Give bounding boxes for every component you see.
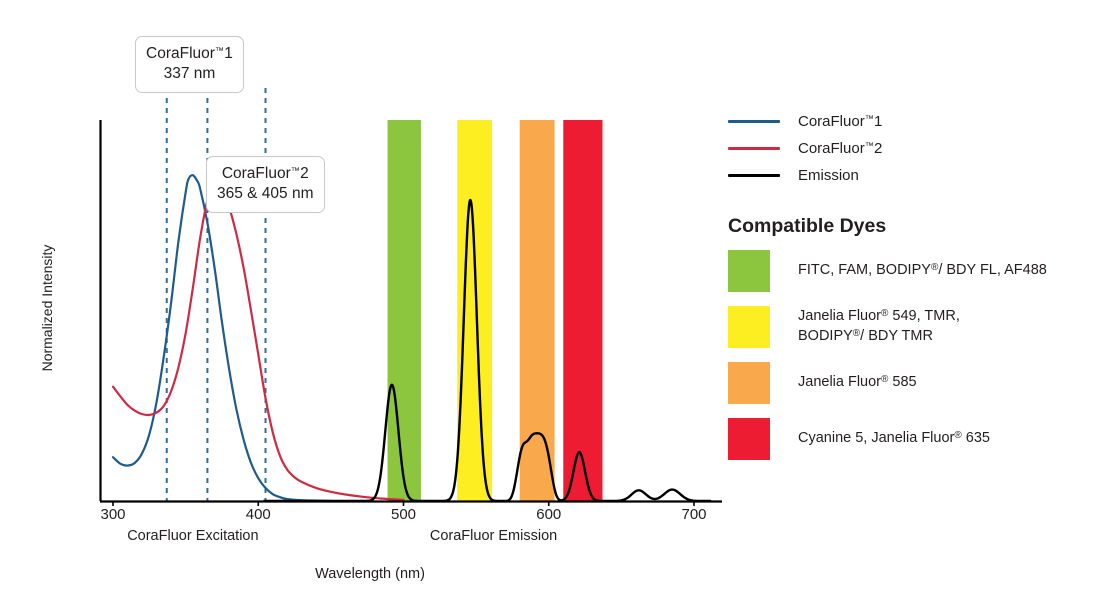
dye-label: Cyanine 5, Janelia Fluor® 635 xyxy=(798,429,990,449)
callout-cf1-number: 1 xyxy=(224,45,233,62)
dye-label-line1: Janelia Fluor® 585 xyxy=(798,374,917,391)
x-tick-label-700: 700 xyxy=(681,506,707,523)
x-tick-label-400: 400 xyxy=(245,506,271,523)
plot-svg xyxy=(99,88,722,506)
dye-row: Janelia Fluor® 585 xyxy=(728,358,1100,408)
dye-label: Janelia Fluor® 549, TMR, BODIPY®/ BDY TMR xyxy=(798,307,960,347)
trademark-icon: ™ xyxy=(864,113,874,124)
callout-cf2-number: 2 xyxy=(300,165,309,182)
legend-series-number: 1 xyxy=(874,113,883,130)
legend-panel: CoraFluor™1 CoraFluor™2 Emission Compatibl… xyxy=(728,108,1100,464)
registered-icon: ® xyxy=(852,328,861,339)
callout-cf1-line2: 337 nm xyxy=(163,64,216,82)
orange-band xyxy=(519,120,555,501)
curve-corafluor1 xyxy=(111,174,332,503)
dye-row: Janelia Fluor® 549, TMR, BODIPY®/ BDY TMR xyxy=(728,302,1100,352)
callout-corafluor2: CoraFluor™2 365 & 405 nm xyxy=(206,156,325,213)
compatible-dyes-list: FITC, FAM, BODIPY®/ BDY FL, AF488 Janelia… xyxy=(728,246,1100,464)
dye-label-line1: FITC, FAM, BODIPY®/ BDY FL, AF488 xyxy=(798,262,1047,279)
callout-cf2-name: CoraFluor xyxy=(221,165,291,182)
trademark-icon: ™ xyxy=(214,45,225,56)
dye-color-swatch xyxy=(728,418,770,460)
dye-label-line2: BODIPY®/ BDY TMR xyxy=(798,328,933,345)
dye-label: FITC, FAM, BODIPY®/ BDY FL, AF488 xyxy=(798,261,1047,281)
registered-icon: ® xyxy=(954,430,962,442)
callout-corafluor1: CoraFluor™1 337 nm xyxy=(135,36,244,93)
plot-area: CoraFluor™1 337 nm CoraFluor™2 365 & 405… xyxy=(39,36,722,582)
dye-color-swatch xyxy=(728,250,770,292)
series-legend: CoraFluor™1 CoraFluor™2 Emission xyxy=(728,108,1100,189)
legend-series-name: CoraFluor xyxy=(798,140,865,157)
excitation-marker-group xyxy=(165,88,267,501)
registered-icon: ® xyxy=(881,308,889,320)
green-band xyxy=(387,120,421,501)
curve-corafluor2 xyxy=(111,185,405,501)
dye-color-swatch xyxy=(728,306,770,348)
dye-label-line1: Cyanine 5, Janelia Fluor® 635 xyxy=(798,430,990,447)
callout-cf1-line1: CoraFluor™1 xyxy=(146,44,233,64)
callout-cf2-line2: 365 & 405 nm xyxy=(217,184,314,202)
dye-row: FITC, FAM, BODIPY®/ BDY FL, AF488 xyxy=(728,246,1100,296)
x-axis-ticks xyxy=(112,501,695,506)
x-tick-label-600: 600 xyxy=(536,506,562,523)
legend-series-name: CoraFluor xyxy=(798,113,865,130)
legend-line-swatch xyxy=(728,174,780,177)
legend-series-name: Emission xyxy=(798,167,859,184)
dye-label-line1: Janelia Fluor® 549, TMR, xyxy=(798,308,960,325)
legend-line-swatch xyxy=(728,147,780,150)
trademark-icon: ™ xyxy=(290,165,301,176)
legend-row-corafluor1: CoraFluor™1 xyxy=(728,108,1100,135)
x-axis-title: Wavelength (nm) xyxy=(315,566,425,582)
red-band xyxy=(563,120,603,501)
legend-row-corafluor2: CoraFluor™2 xyxy=(728,135,1100,162)
yellow-band xyxy=(457,120,493,501)
trademark-icon: ™ xyxy=(864,140,874,151)
x-tick-label-500: 500 xyxy=(390,506,417,523)
legend-line-label: CoraFluor™1 xyxy=(798,113,882,130)
registered-icon: ® xyxy=(930,262,939,274)
x-tick-label-300: 300 xyxy=(100,506,126,523)
legend-row-emission: Emission xyxy=(728,162,1100,189)
registered-icon: ® xyxy=(881,374,889,386)
callout-cf2-line1: CoraFluor™2 xyxy=(217,164,314,184)
legend-line-label: CoraFluor™2 xyxy=(798,140,882,157)
legend-line-label: Emission xyxy=(798,167,859,184)
emission-band-group xyxy=(387,120,603,501)
legend-series-number: 2 xyxy=(874,140,883,157)
axes-group xyxy=(99,120,722,506)
y-axis-title: Normalized Intensity xyxy=(39,244,55,372)
legend-line-swatch xyxy=(728,120,780,123)
compatible-dyes-heading: Compatible Dyes xyxy=(728,215,887,237)
callout-cf1-name: CoraFluor xyxy=(146,45,215,62)
dye-row: Cyanine 5, Janelia Fluor® 635 xyxy=(728,414,1100,464)
emission-region-label: CoraFluor Emission xyxy=(429,528,558,544)
dye-color-swatch xyxy=(728,362,770,404)
dye-label: Janelia Fluor® 585 xyxy=(798,373,917,393)
excitation-region-label: CoraFluor Excitation xyxy=(127,528,259,544)
